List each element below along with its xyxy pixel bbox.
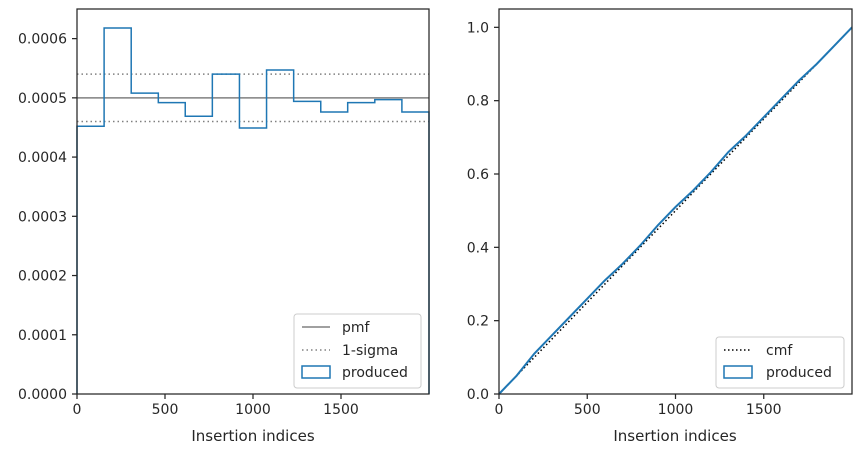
legend-swatch-produced bbox=[723, 365, 753, 379]
x-tick-label: 1500 bbox=[323, 402, 359, 418]
legend-box bbox=[293, 313, 422, 389]
y-tick-label: 0.0001 bbox=[18, 328, 67, 344]
y-tick-label: 0.2 bbox=[467, 314, 489, 330]
y-tick-label: 0.4 bbox=[467, 240, 489, 256]
y-tick-label: 0.0003 bbox=[18, 209, 67, 225]
x-tick-label: 0 bbox=[73, 402, 82, 418]
y-tick-label: 0.6 bbox=[467, 167, 489, 183]
legend-label-produced: produced bbox=[766, 365, 832, 381]
x-tick-label: 1000 bbox=[235, 402, 271, 418]
x-tick-label: 500 bbox=[152, 402, 179, 418]
x-tick-label: 1500 bbox=[746, 402, 782, 418]
y-tick-label: 0.0002 bbox=[18, 269, 67, 285]
x-tick-label: 0 bbox=[495, 402, 504, 418]
legend: cmf produced bbox=[715, 336, 845, 389]
produced-cumulative-line bbox=[498, 26, 853, 395]
y-tick-label: 0.0006 bbox=[18, 32, 67, 48]
legend: pmf 1-sigma produced bbox=[293, 313, 422, 389]
y-ticks: 0.0 0.2 0.4 0.6 0.8 1.0 bbox=[467, 20, 499, 403]
x-tick-label: 500 bbox=[574, 402, 601, 418]
produced-histogram bbox=[76, 27, 430, 394]
x-ticks: 0 500 1000 1500 bbox=[73, 394, 359, 418]
y-tick-label: 0.0 bbox=[467, 387, 489, 403]
cumulative-panel: 0 500 1000 1500 0.0 0.2 0.4 0.6 0.8 1.0 Insertio… bbox=[467, 8, 853, 445]
reference-lines bbox=[77, 73, 429, 123]
y-ticks: 0.0000 0.0001 0.0002 0.0003 0.0004 0.0005 0.00… bbox=[18, 32, 77, 403]
y-tick-label: 1.0 bbox=[467, 20, 489, 36]
cmf-line bbox=[498, 26, 853, 395]
y-tick-label: 0.8 bbox=[467, 94, 489, 110]
y-tick-label: 0.0005 bbox=[18, 91, 67, 107]
x-axis-label: Insertion indices bbox=[191, 427, 314, 445]
y-tick-label: 0.0004 bbox=[18, 150, 67, 166]
y-tick-label: 0.0000 bbox=[18, 387, 67, 403]
legend-label-produced: produced bbox=[342, 365, 408, 381]
legend-label-1-sigma: 1-sigma bbox=[342, 343, 398, 359]
legend-label-pmf: pmf bbox=[342, 320, 371, 336]
legend-label-cmf: cmf bbox=[766, 343, 793, 359]
histogram-panel: 0 500 1000 1500 0.00000.00010.00020.00030.0… bbox=[18, 8, 430, 445]
legend-swatch-produced bbox=[301, 365, 331, 379]
x-tick-label: 1000 bbox=[658, 402, 694, 418]
x-axis-label: Insertion indices bbox=[613, 427, 736, 445]
x-ticks: 0 500 1000 1500 bbox=[495, 394, 782, 418]
